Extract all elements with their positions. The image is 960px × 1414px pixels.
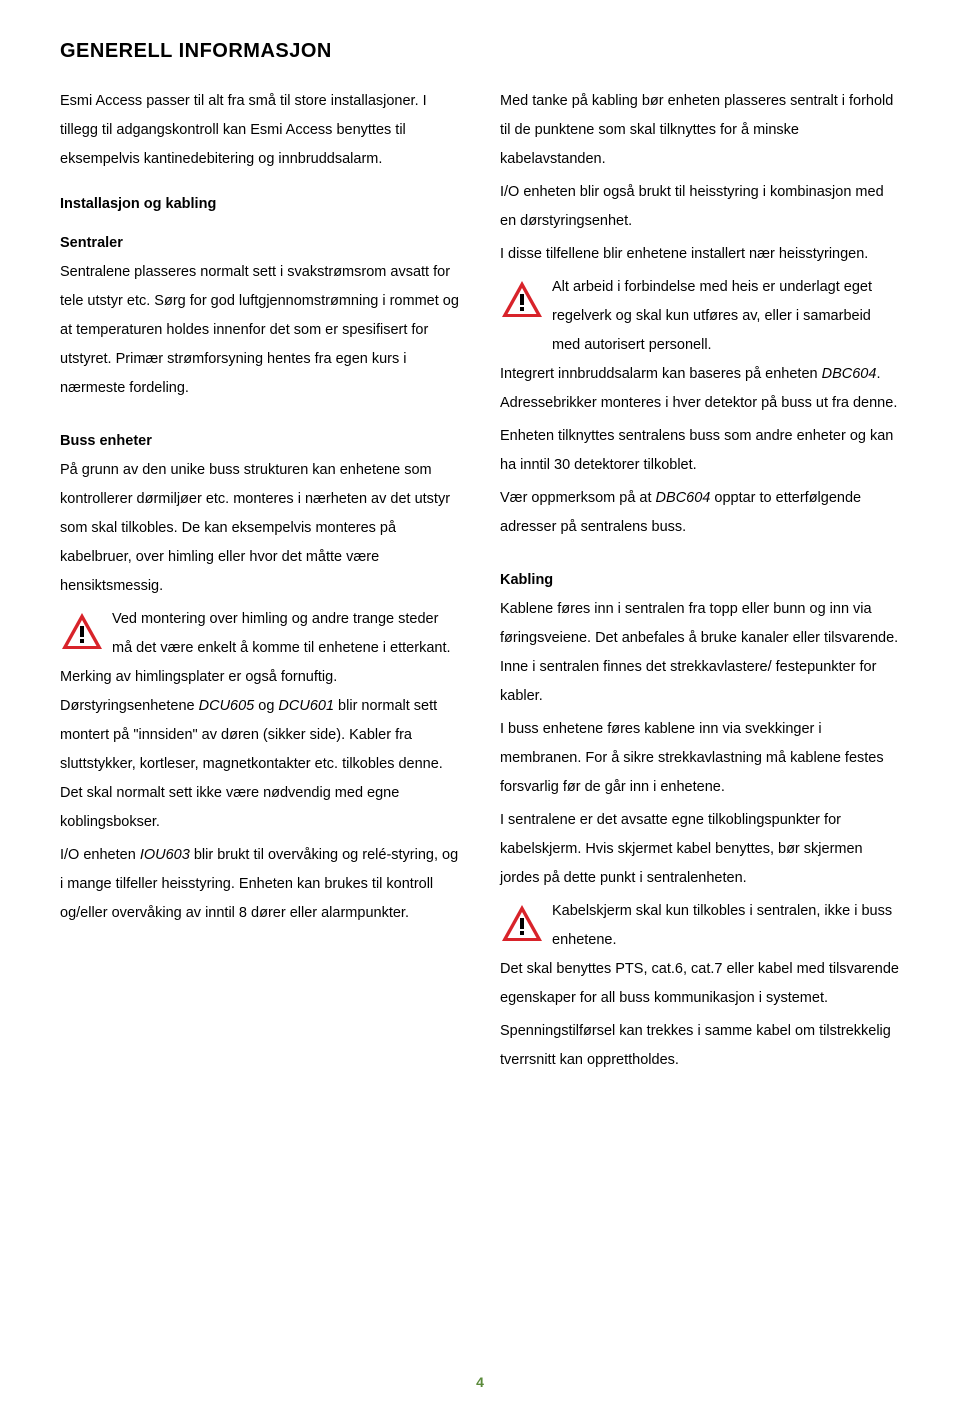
right-column: Med tanke på kabling bør enheten plasser…: [500, 87, 900, 1079]
right-p2: I/O enheten blir også brukt til heisstyr…: [500, 178, 900, 236]
sentraler-paragraph: Sentralene plasseres normalt sett i svak…: [60, 258, 460, 403]
warning-block-1: Ved montering over himling og andre tran…: [60, 605, 460, 663]
kabling-p2: I buss enhetene føres kablene inn via sv…: [500, 715, 900, 802]
heading-kabling: Kabling: [500, 566, 900, 595]
buss-paragraph-2: Merking av himlingsplater er også fornuf…: [60, 663, 460, 837]
warning-block-3: Kabelskjerm skal kun tilkobles i sentral…: [500, 897, 900, 955]
warning-text-3: Kabelskjerm skal kun tilkobles i sentral…: [552, 897, 900, 955]
heading-buss-enheter: Buss enheter: [60, 427, 460, 456]
page-number: 4: [476, 1374, 484, 1390]
left-column: Esmi Access passer til alt fra små til s…: [60, 87, 460, 1079]
right-p4: Integrert innbruddsalarm kan baseres på …: [500, 360, 900, 418]
model-dcu601: DCU601: [278, 698, 334, 714]
kabling-p1: Kablene føres inn i sentralen fra topp e…: [500, 595, 900, 711]
model-dbc604-2: DBC604: [656, 490, 711, 506]
text: Vær oppmerksom på at: [500, 490, 656, 506]
kabling-p3: I sentralene er det avsatte egne tilkobl…: [500, 806, 900, 893]
warning-text-1: Ved montering over himling og andre tran…: [112, 605, 460, 663]
kabling-p5: Spenningstilførsel kan trekkes i samme k…: [500, 1017, 900, 1075]
warning-icon: [60, 611, 104, 651]
text: og: [254, 698, 278, 714]
model-dcu605: DCU605: [199, 698, 255, 714]
heading-installasjon: Installasjon og kabling: [60, 190, 460, 219]
right-p5: Enheten tilknyttes sentralens buss som a…: [500, 422, 900, 480]
buss-paragraph-1: På grunn av den unike buss strukturen ka…: [60, 456, 460, 601]
text: Integrert innbruddsalarm kan baseres på …: [500, 366, 822, 382]
warning-block-2: Alt arbeid i forbindelse med heis er und…: [500, 273, 900, 360]
right-p3: I disse tilfellene blir enhetene install…: [500, 240, 900, 269]
text: I/O enheten: [60, 847, 140, 863]
kabling-p4: Det skal benyttes PTS, cat.6, cat.7 elle…: [500, 955, 900, 1013]
two-column-layout: Esmi Access passer til alt fra små til s…: [60, 87, 900, 1079]
right-p6: Vær oppmerksom på at DBC604 opptar to et…: [500, 484, 900, 542]
text: blir normalt sett montert på "innsiden" …: [60, 698, 443, 830]
warning-icon: [500, 279, 544, 319]
warning-icon: [500, 903, 544, 943]
page-title: GENERELL INFORMASJON: [60, 40, 900, 63]
intro-paragraph: Esmi Access passer til alt fra små til s…: [60, 87, 460, 174]
model-iou603: IOU603: [140, 847, 190, 863]
right-p1: Med tanke på kabling bør enheten plasser…: [500, 87, 900, 174]
warning-text-2: Alt arbeid i forbindelse med heis er und…: [552, 273, 900, 360]
buss-paragraph-3: I/O enheten IOU603 blir brukt til overvå…: [60, 841, 460, 928]
heading-sentraler: Sentraler: [60, 229, 460, 258]
model-dbc604: DBC604: [822, 366, 877, 382]
